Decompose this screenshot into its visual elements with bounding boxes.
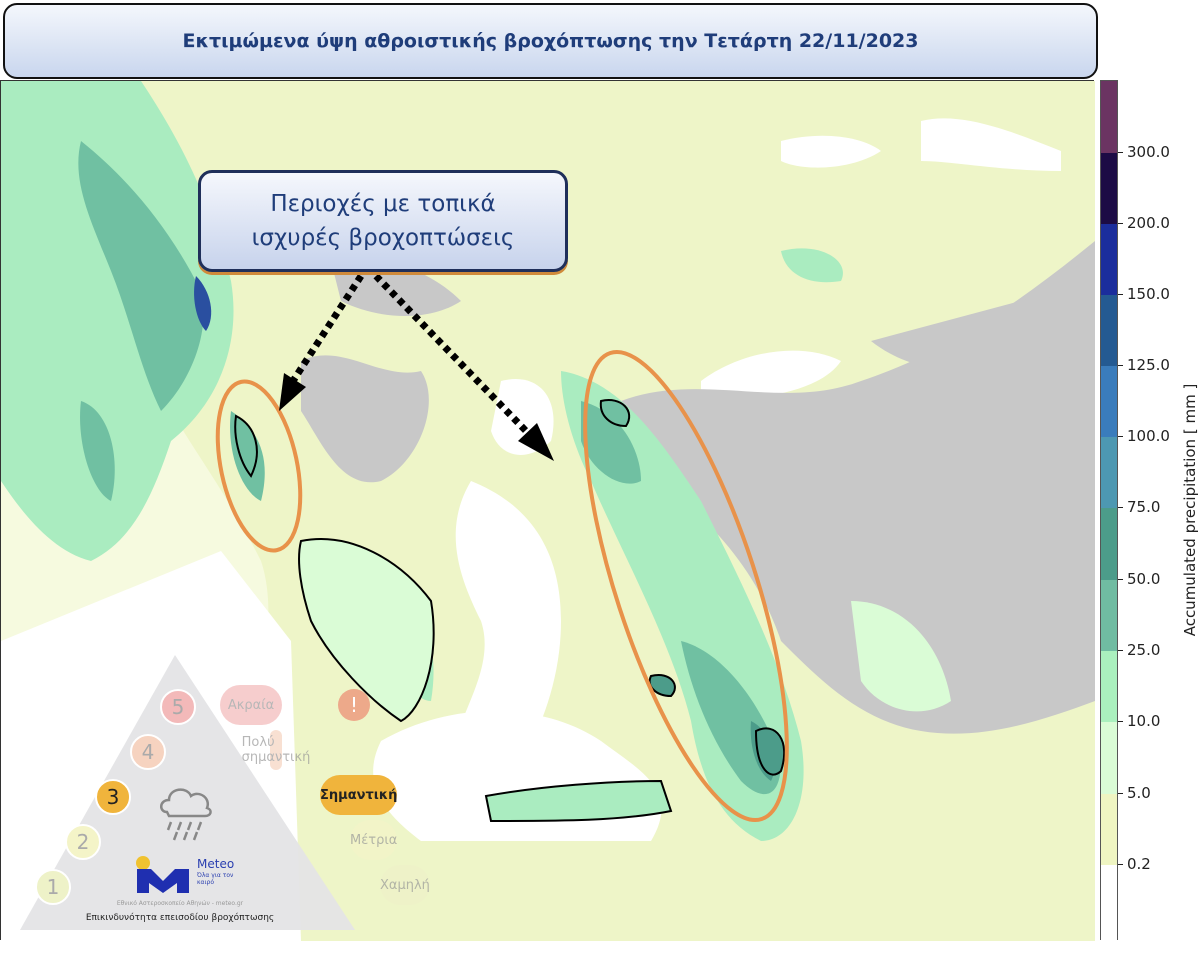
rain-cloud-icon [160,788,212,841]
risk-level-label: Μέτρια [350,832,398,848]
callout-line-2: ισχυρές βροχοπτώσεις [251,225,515,251]
risk-level-4: Πολύ σημαντική [242,730,310,770]
risk-level-number: 3 [95,779,131,815]
colorbar-segment [1101,437,1117,508]
colorbar-tick-label: 75.0 [1118,498,1160,516]
logo-tagline: Όλα για τον καιρό [197,872,234,886]
colorbar-label: Accumulated precipitation [ mm ] [1181,383,1199,637]
risk-level-5: Ακραία [220,685,282,725]
colorbar-segment [1101,153,1117,224]
risk-level-number: 2 [65,824,101,860]
risk-level-label: Πολύ σημαντική [241,735,311,765]
risk-legend: Ακραία 5! Πολύ σημαντική 4 Σημαντική 3 Μέτρια 2… [20,655,480,935]
risk-level-number: 4 [130,734,166,770]
risk-level-1: Χαμηλή [380,865,430,905]
colorbar-tick-label: 125.0 [1118,356,1170,374]
colorbar-tick-label: 10.0 [1118,712,1160,730]
colorbar-tick-label: 300.0 [1118,143,1170,161]
colorbar-segment [1101,366,1117,437]
colorbar-segment [1101,722,1117,794]
logo-org: Εθνικό Αστεροσκοπείο Αθηνών - meteo.gr [116,900,244,907]
colorbar-tick-label: 25.0 [1118,641,1160,659]
colorbar-segment [1101,224,1117,295]
colorbar-segment [1101,865,1117,941]
colorbar-segment [1101,580,1117,651]
colorbar [1100,80,1118,941]
risk-level-2: Μέτρια [350,820,398,860]
colorbar-tick-label: 50.0 [1118,570,1160,588]
colorbar-tick-label: 0.2 [1118,855,1151,873]
logo-name: Meteo [197,857,235,871]
colorbar-tick-label: 150.0 [1118,285,1170,303]
colorbar-segment [1101,508,1117,580]
risk-level-label: Ακραία [227,697,275,713]
risk-level-number: 1 [35,869,71,905]
colorbar-tick-label: 200.0 [1118,214,1170,232]
colorbar-segment [1101,794,1117,865]
risk-level-label: Σημαντική [320,787,398,803]
risk-level-number: 5 [160,689,196,725]
colorbar-segment [1101,295,1117,366]
callout-box: Περιοχές με τοπικά ισχυρές βροχοπτώσεις [198,170,568,272]
risk-level-label: Χαμηλή [380,877,430,893]
meteo-logo: Meteo Όλα για τον καιρό [133,855,234,899]
colorbar-segment [1101,81,1117,153]
legend-caption: Επικινδυνότητα επεισοδίου βροχόπτωσης [85,913,275,923]
map-title: Εκτιμώμενα ύψη αθροιστικής βροχόπτωσης τ… [3,3,1098,79]
meteo-logo-mark [136,856,189,893]
risk-level-3: Σημαντική [320,775,398,815]
colorbar-tick-label: 100.0 [1118,427,1170,445]
exclamation-icon: ! [338,689,370,721]
callout-line-1: Περιοχές με τοπικά [270,191,496,217]
colorbar-tick-label: 5.0 [1118,784,1151,802]
colorbar-segment [1101,651,1117,722]
